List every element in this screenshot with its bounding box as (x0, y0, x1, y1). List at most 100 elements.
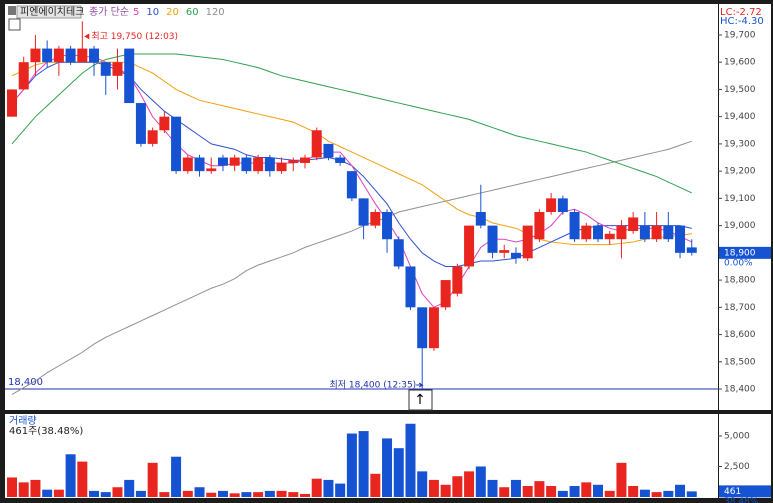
y-tick-label: 19,100 (724, 194, 756, 204)
volume-bar (675, 484, 686, 497)
volume-bar (171, 456, 182, 497)
volume-bar (288, 492, 299, 497)
volume-bar (639, 489, 650, 497)
candle-body (569, 211, 580, 240)
candle-body (182, 157, 193, 172)
candle-body (53, 48, 64, 63)
volume-bar (593, 484, 603, 497)
candle-body (42, 48, 53, 63)
volume-bar (53, 489, 64, 497)
candle-body (100, 62, 111, 76)
candle-body (405, 266, 416, 308)
volume-bar (89, 490, 100, 497)
candle-body (335, 157, 346, 163)
candle-body (593, 225, 603, 240)
high-note: 최고 19,750 (12:03) (91, 31, 178, 42)
volume-bar (417, 471, 428, 497)
candle-body (65, 48, 76, 63)
low-marker-box (408, 389, 433, 411)
candle-body (300, 157, 310, 163)
volume-bar (65, 454, 76, 497)
volume-bar (382, 438, 393, 497)
volume-bar (510, 479, 521, 497)
y-tick-label: 5,000 (724, 431, 750, 441)
candle-body (628, 217, 639, 232)
grid-icon[interactable] (8, 18, 21, 31)
candle-body (428, 307, 439, 349)
volume-bar (182, 490, 193, 497)
volume-bar (147, 462, 158, 497)
candle-body (229, 157, 240, 166)
candle-body (382, 211, 393, 240)
candle-body (534, 211, 545, 240)
volume-bar (217, 490, 228, 497)
candle-body (171, 116, 182, 172)
candle-body (651, 225, 662, 240)
volume-bar (30, 479, 41, 497)
stock-name: 피엔에이치테크 (20, 6, 84, 18)
candle-body (241, 157, 252, 172)
volume-bar (393, 448, 404, 497)
y-tick-label: 18,600 (724, 330, 756, 340)
volume-bar (428, 479, 439, 497)
volume-bar (370, 473, 381, 497)
candle-body (557, 198, 568, 212)
price-axis-panel (719, 4, 771, 410)
volume-bar (663, 490, 674, 497)
candle-body (253, 157, 264, 172)
candle-body (194, 157, 205, 172)
volume-bar (557, 490, 568, 497)
volume-bar (241, 492, 252, 497)
volume-bar (569, 486, 580, 497)
candle-body (30, 48, 41, 63)
candle-body (124, 48, 135, 104)
volume-bar (276, 490, 287, 497)
candle-body (499, 250, 510, 253)
current-price-box (719, 246, 771, 259)
y-tick-label: 19,600 (724, 58, 756, 68)
volume-bar (522, 486, 533, 497)
candle-body (276, 162, 287, 172)
menu-icon[interactable] (8, 6, 16, 15)
volume-bar (194, 487, 205, 497)
candle-body (206, 168, 217, 172)
candle-body (370, 211, 381, 226)
candle-body (522, 225, 533, 259)
candle-body (604, 233, 615, 240)
candle-body (475, 211, 486, 226)
y-tick-label: 19,500 (724, 85, 756, 95)
legend-entry: 10 (146, 7, 159, 18)
volume-bar (229, 493, 240, 497)
volume-bar (616, 462, 627, 497)
volume-bar (475, 466, 486, 497)
candle-body (323, 143, 334, 158)
volume-bar (18, 482, 29, 497)
candle-body (417, 307, 428, 349)
volume-bar (405, 423, 416, 497)
candle-body (616, 225, 627, 240)
volume-bar (323, 479, 334, 497)
volume-bar (628, 486, 639, 497)
y-tick-label: 19,000 (724, 221, 756, 231)
candle-body (393, 239, 404, 267)
low-line-label: 18,400 (8, 377, 43, 388)
y-tick-label: 18,700 (724, 303, 756, 313)
candle-body (581, 225, 592, 240)
volume-bar (440, 484, 451, 497)
volume-bar (464, 471, 475, 497)
candle-body (7, 89, 17, 117)
stock-name-box[interactable] (16, 5, 82, 19)
volume-bar (135, 490, 146, 497)
candle-body (686, 247, 697, 253)
candle-body (546, 198, 557, 212)
candle-body (675, 225, 686, 253)
candle-body (112, 62, 123, 76)
volume-title: 거래량 (9, 415, 37, 427)
volume-bar (686, 491, 697, 497)
volume-last-pct: 38.48% (724, 497, 759, 503)
volume-bar (311, 478, 322, 497)
volume-bar (651, 492, 662, 497)
volume-bar (300, 493, 310, 497)
volume-last: 461 (724, 487, 741, 497)
current-change: 0.00% (724, 258, 753, 268)
